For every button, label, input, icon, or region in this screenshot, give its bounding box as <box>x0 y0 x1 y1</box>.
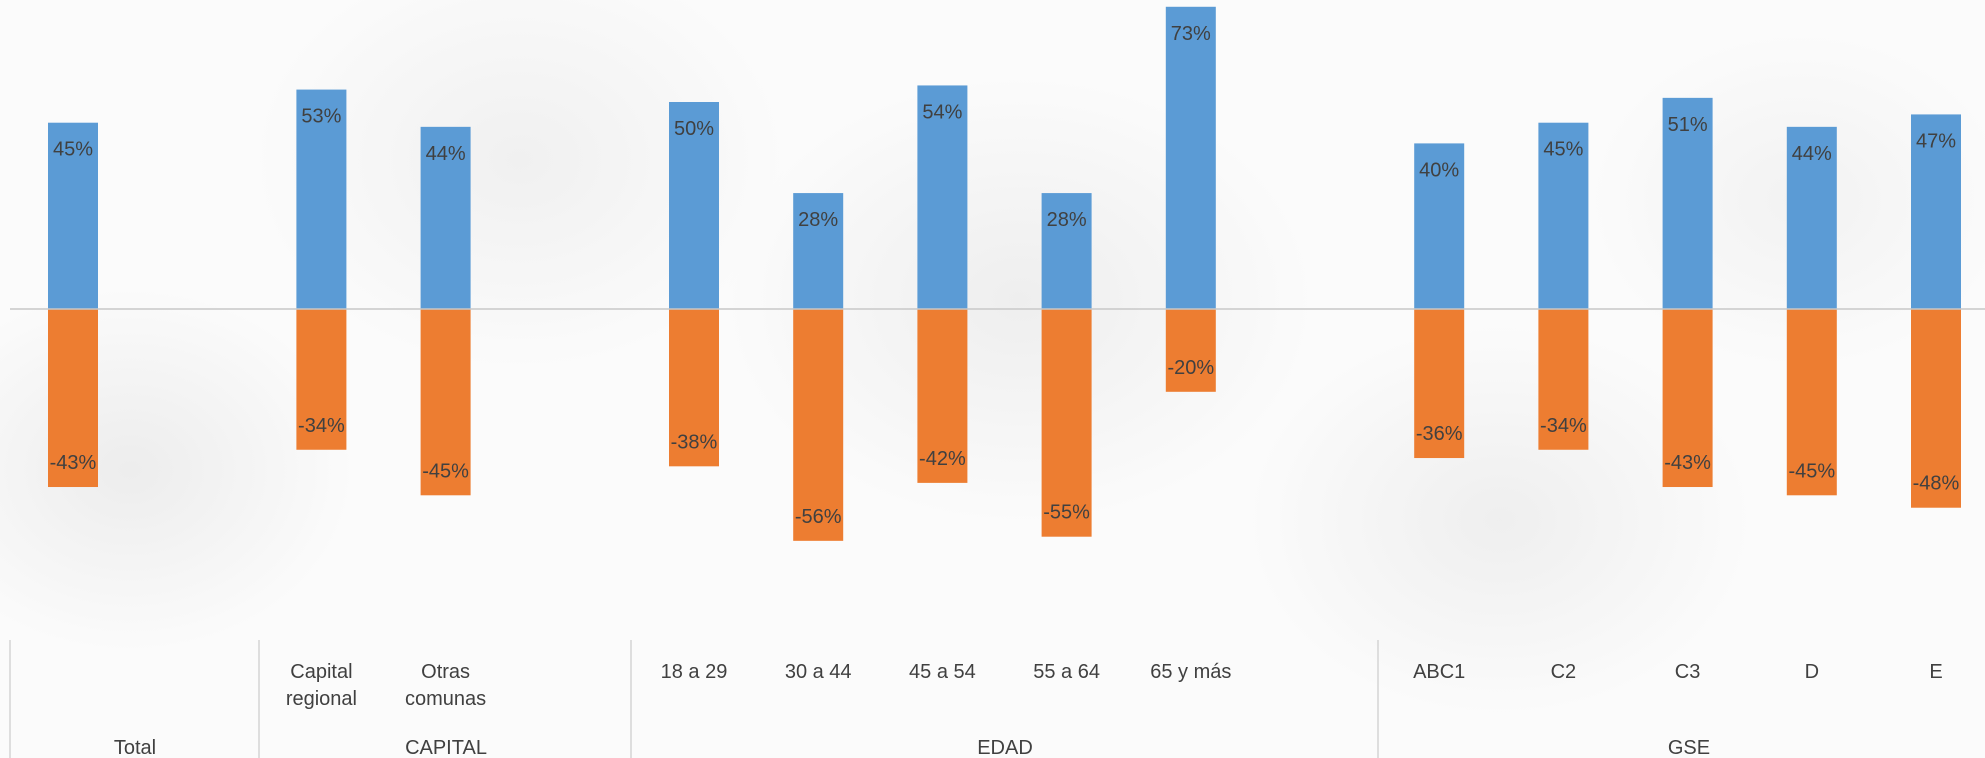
category-label-10-0: C3 <box>1675 661 1701 683</box>
category-label-2-0: Otras <box>421 661 470 683</box>
negative-value-label-10: -43% <box>1664 452 1711 474</box>
group-label-total: Total <box>114 737 156 758</box>
positive-value-label-7: 73% <box>1171 23 1211 45</box>
group-label-capital: CAPITAL <box>405 737 487 758</box>
category-label-8-0: ABC1 <box>1413 661 1465 683</box>
negative-bar-8 <box>1414 309 1465 459</box>
category-label-11-0: D <box>1805 661 1819 683</box>
positive-bar-9 <box>1538 122 1589 309</box>
positive-value-label-4: 28% <box>798 209 838 231</box>
category-label-6-0: 55 a 64 <box>1033 661 1100 683</box>
negative-bar-5 <box>917 309 968 483</box>
positive-bar-4 <box>793 193 844 309</box>
negative-value-label-3: -38% <box>671 431 718 453</box>
group-label-gse: GSE <box>1668 737 1710 758</box>
positive-value-label-11: 44% <box>1792 143 1832 165</box>
positive-bar-11 <box>1786 126 1837 309</box>
negative-value-label-11: -45% <box>1788 460 1835 482</box>
negative-value-label-12: -48% <box>1913 473 1960 495</box>
positive-bar-5 <box>917 85 968 309</box>
positive-bar-3 <box>669 102 719 309</box>
negative-value-label-2: -45% <box>422 460 469 482</box>
negative-value-label-7: -20% <box>1167 357 1214 379</box>
negative-bar-12 <box>1911 309 1961 508</box>
negative-bar-2 <box>420 309 471 496</box>
negative-value-label-5: -42% <box>919 448 966 470</box>
positive-value-label-6: 28% <box>1047 209 1087 231</box>
data-labels-layer: 45% 53% 44% 50% 28% 54% 28% 73% 40% 45% 51% 44% 47% -… <box>50 23 1960 528</box>
category-label-1-1: regional <box>286 688 357 710</box>
positive-bar-1 <box>296 89 347 309</box>
group-label-edad: EDAD <box>977 737 1033 758</box>
positive-bar-2 <box>420 126 471 309</box>
category-label-5-0: 45 a 54 <box>909 661 976 683</box>
negative-bar-7 <box>1165 309 1216 392</box>
negative-value-label-6: -55% <box>1043 502 1090 524</box>
positive-value-label-3: 50% <box>674 118 714 140</box>
positive-bar-0 <box>48 122 98 309</box>
negative-value-label-8: -36% <box>1416 423 1463 445</box>
negative-value-label-0: -43% <box>50 452 97 474</box>
negative-bar-1 <box>296 309 347 450</box>
positive-value-label-12: 47% <box>1916 130 1956 152</box>
negative-value-label-9: -34% <box>1540 415 1587 437</box>
category-label-4-0: 30 a 44 <box>785 661 852 683</box>
category-label-12-0: E <box>1929 661 1942 683</box>
negative-bar-3 <box>669 309 719 467</box>
positive-value-label-10: 51% <box>1668 114 1708 136</box>
positive-value-label-5: 54% <box>922 101 962 123</box>
bars-layer <box>48 6 1961 541</box>
negative-bar-0 <box>48 309 98 488</box>
negative-value-label-4: -56% <box>795 506 842 528</box>
category-label-3-0: 18 a 29 <box>661 661 728 683</box>
positive-bar-8 <box>1414 143 1465 309</box>
positive-bar-7 <box>1165 6 1216 310</box>
negative-bar-10 <box>1662 309 1713 488</box>
category-label-7-0: 65 y más <box>1150 661 1231 683</box>
positive-value-label-1: 53% <box>301 106 341 128</box>
category-label-2-1: comunas <box>405 688 486 710</box>
positive-value-label-8: 40% <box>1419 159 1459 181</box>
category-axis: Capital regional Otras comunas 18 a 29 30 a 4… <box>9 640 1943 758</box>
negative-bar-9 <box>1538 309 1589 450</box>
negative-bar-11 <box>1786 309 1837 496</box>
category-label-1-0: Capital <box>290 661 352 683</box>
positive-bar-12 <box>1911 114 1961 309</box>
positive-value-label-2: 44% <box>426 143 466 165</box>
negative-value-label-1: -34% <box>298 415 345 437</box>
positive-bar-10 <box>1662 97 1713 309</box>
positive-value-label-9: 45% <box>1543 139 1583 161</box>
negative-bar-4 <box>793 309 844 541</box>
negative-bar-6 <box>1041 309 1092 537</box>
positive-bar-6 <box>1041 193 1092 309</box>
positive-value-label-0: 45% <box>53 139 93 161</box>
category-label-9-0: C2 <box>1551 661 1577 683</box>
